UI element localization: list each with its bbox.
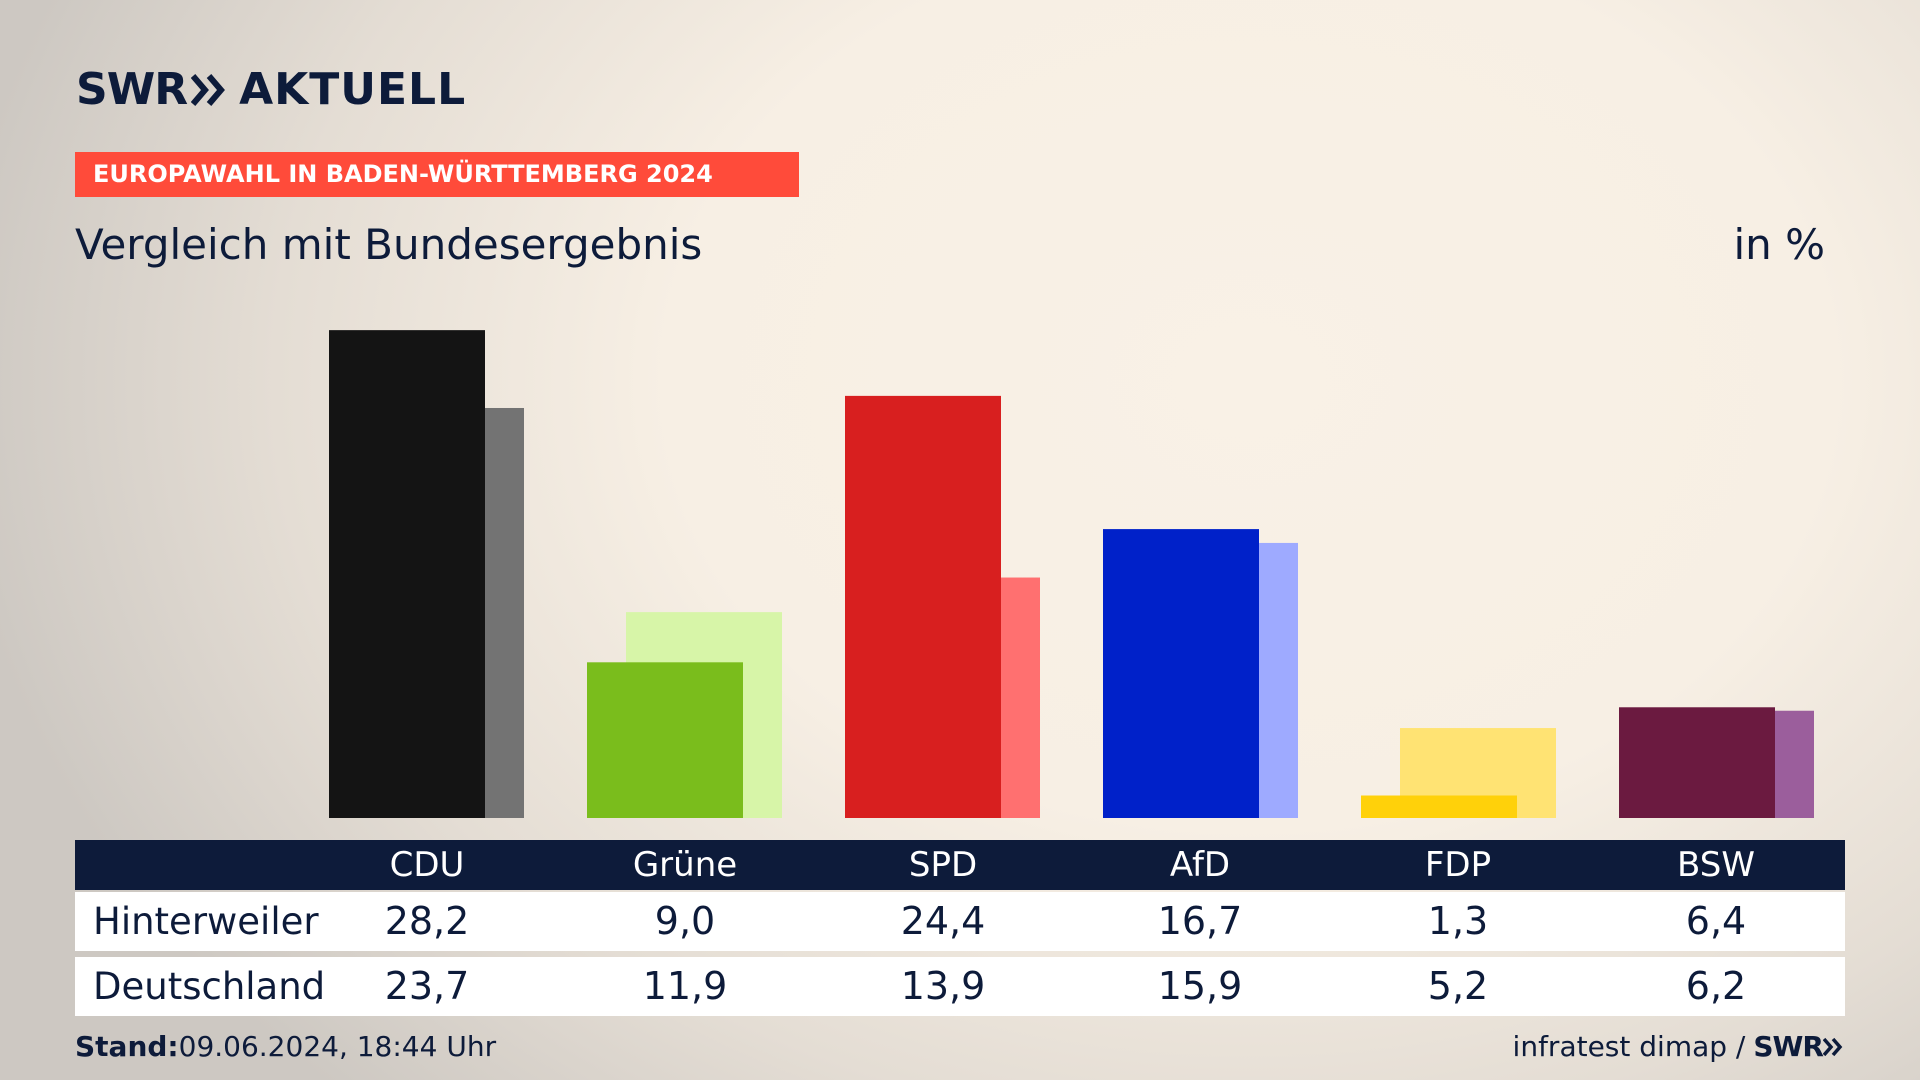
row-label-hinterweiler: Hinterweiler [93,900,319,943]
table-header-grüne: Grüne [632,845,738,885]
double-chevron-icon [1823,1037,1843,1056]
value-hinterweiler-fdp: 1,3 [1427,899,1489,943]
value-hinterweiler-spd: 24,4 [900,899,986,943]
bar-hinterweiler-spd [845,395,1001,818]
table-header-afd: AfD [1169,845,1231,885]
footer-stand: Stand:09.06.2024, 18:44 Uhr [75,1030,496,1063]
source-swr-logo: SWR [1753,1030,1824,1063]
value-hinterweiler-afd: 16,7 [1157,899,1243,943]
footer-source: infratest dimap / SWR [1513,1030,1845,1063]
election-tag: EUROPAWAHL IN BADEN-WÜRTTEMBERG 2024 [75,152,799,197]
swr-aktuell-logo: SWR AKTUELL [76,64,466,115]
bar-chart [329,330,1814,818]
value-deutschland-fdp: 5,2 [1427,964,1489,1008]
bar-hinterweiler-grüne [587,662,743,818]
value-deutschland-afd: 15,9 [1157,964,1243,1008]
table-row-hinterweiler: Hinterweiler 28,2 9,0 24,4 16,7 1,3 6,4 [75,892,1845,951]
table-header-fdp: FDP [1424,845,1492,885]
value-deutschland-grüne: 11,9 [642,964,728,1008]
table-header-cdu: CDU [389,845,465,885]
chart-subtitle: Vergleich mit Bundesergebnis [75,220,703,269]
row-label-deutschland: Deutschland [93,965,326,1008]
double-chevron-icon [191,73,226,106]
table-row-deutschland: Deutschland 23,7 11,9 13,9 15,9 5,2 6,2 [75,957,1845,1016]
stand-value: 09.06.2024, 18:44 Uhr [178,1030,497,1063]
bar-hinterweiler-cdu [329,330,485,818]
value-deutschland-bsw: 6,2 [1685,964,1747,1008]
logo-swr-text: SWR [76,64,188,115]
logo-aktuell-text: AKTUELL [239,64,467,115]
source-text: infratest dimap / [1512,1030,1746,1063]
table-header: CDU Grüne SPD AfD FDP BSW [75,840,1845,890]
bar-hinterweiler-bsw [1619,707,1775,818]
value-deutschland-cdu: 23,7 [384,964,470,1008]
table-header-bsw: BSW [1677,845,1755,885]
value-hinterweiler-grüne: 9,0 [654,899,716,943]
unit-label: in % [1733,220,1825,269]
value-deutschland-spd: 13,9 [900,964,986,1008]
bar-hinterweiler-fdp [1361,795,1517,818]
stand-label: Stand: [75,1030,179,1063]
bar-hinterweiler-afd [1103,529,1259,818]
value-hinterweiler-cdu: 28,2 [384,899,470,943]
table-header-spd: SPD [908,845,978,885]
value-hinterweiler-bsw: 6,4 [1685,899,1747,943]
